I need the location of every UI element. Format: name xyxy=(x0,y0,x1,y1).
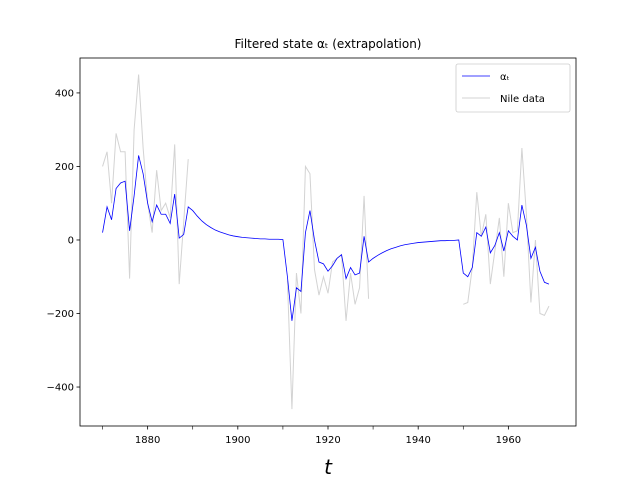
y-tick-label: 0 xyxy=(68,235,74,246)
y-tick-label: −200 xyxy=(47,309,74,320)
x-tick-label: 1940 xyxy=(405,435,430,446)
x-tick-label: 1880 xyxy=(135,435,160,446)
x-tick-label: 1960 xyxy=(496,435,521,446)
x-axis-label: t xyxy=(324,455,333,479)
chart-title: Filtered state αₜ (extrapolation) xyxy=(234,37,421,51)
y-tick-label: −400 xyxy=(47,383,74,394)
legend-label: Nile data xyxy=(500,94,545,105)
y-tick-label: 400 xyxy=(55,88,74,99)
y-tick-label: 200 xyxy=(55,162,74,173)
x-tick-label: 1900 xyxy=(225,435,250,446)
x-tick-label: 1920 xyxy=(315,435,340,446)
legend-label: αₜ xyxy=(500,72,510,83)
series-line xyxy=(102,155,550,321)
